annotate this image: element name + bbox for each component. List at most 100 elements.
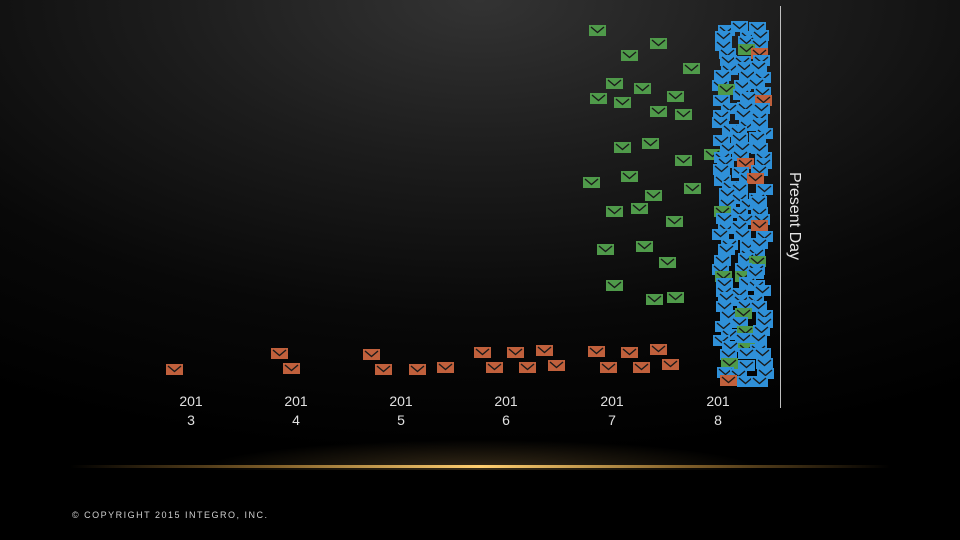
year-label-2018: 201 8 [706,393,730,428]
envelope-icon [713,335,730,346]
year-label-2014: 201 4 [284,393,308,428]
envelope-icon [650,344,667,355]
envelope-icon [731,133,748,144]
envelope-icon [667,91,684,102]
envelope-icon [621,347,638,358]
envelope-icon [675,155,692,166]
present-day-line [780,6,781,408]
envelope-icon [731,21,748,32]
envelope-icon [751,165,768,176]
envelope-icon [712,229,729,240]
envelope-icon [716,213,733,224]
envelope-icon [731,183,748,194]
envelope-icon [750,61,767,72]
envelope-icon [714,255,731,266]
envelope-icon [731,221,748,232]
envelope-icon [750,333,767,344]
envelope-icon [621,50,638,61]
envelope-icon [754,348,771,359]
envelope-icon [583,177,600,188]
envelope-icon [621,171,638,182]
envelope-icon [722,341,739,352]
envelope-icon [750,196,767,207]
envelope-icon [536,345,553,356]
envelope-icon [588,346,605,357]
envelope-icon [737,300,754,311]
envelope-icon [650,38,667,49]
envelope-icon [718,84,735,95]
envelope-icon [736,62,753,73]
envelope-icon [718,244,735,255]
envelope-icon [753,325,770,336]
envelope-icon [166,364,183,375]
year-label-2016: 201 6 [494,393,518,428]
envelope-icon [738,348,755,359]
envelope-icon [737,376,754,387]
envelope-icon [714,70,731,81]
envelope-icon [548,360,565,371]
envelope-icon [735,333,752,344]
envelope-icon [718,292,735,303]
year-label-2017: 201 7 [600,393,624,428]
copyright-notice: © COPYRIGHT 2015 INTEGRO, INC. [72,510,269,520]
envelope-icon [606,206,623,217]
envelope-icon [634,83,651,94]
envelope-icon [737,158,754,169]
envelope-icon [600,362,617,373]
envelope-icon [715,321,732,332]
envelope-icon [614,142,631,153]
envelope-icon [712,117,729,128]
envelope-icon [751,238,768,249]
timeline-baseline [70,465,890,468]
envelope-icon [633,362,650,373]
envelope-icon [731,317,748,328]
envelope-icon [713,135,730,146]
envelope-icon [756,358,773,369]
envelope-icon [375,364,392,375]
envelope-icon [713,95,730,106]
envelope-icon [642,138,659,149]
envelope-icon [271,348,288,359]
envelope-icon [751,118,768,129]
envelope-icon [659,257,676,268]
year-label-2015: 201 5 [389,393,413,428]
envelope-icon [752,30,769,41]
envelope-icon [606,280,623,291]
envelope-icon [750,301,767,312]
envelope-icon [650,106,667,117]
envelope-icon [363,349,380,360]
envelope-icon [720,349,737,360]
envelope-icon [734,80,751,91]
envelope-icon [757,368,774,379]
envelope-icon [734,142,751,153]
envelope-icon [719,188,736,199]
envelope-icon [753,103,770,114]
envelope-icon [614,97,631,108]
envelope-icon [717,367,734,378]
envelope-icon [738,36,755,47]
envelope-icon [589,25,606,36]
envelope-icon [749,256,766,267]
envelope-icon [732,150,749,161]
envelope-icon [748,78,765,89]
envelope-icon [719,198,736,209]
envelope-icon [646,294,663,305]
envelope-icon [721,358,738,369]
envelope-icon [739,70,756,81]
envelope-icon [731,193,748,204]
envelope-icon [735,109,752,120]
envelope-icon [683,63,700,74]
present-day-label: Present Day [786,172,803,261]
envelope-icon [749,132,766,143]
envelope-icon [720,375,737,386]
envelope-icon [645,190,662,201]
envelope-icon [747,173,764,184]
envelope-icon [283,363,300,374]
envelope-icon [754,285,771,296]
envelope-icon [662,359,679,370]
envelope-icon [720,143,737,154]
envelope-icon [519,362,536,373]
envelope-icon [409,364,426,375]
envelope-icon [756,317,773,328]
envelope-icon [474,347,491,358]
